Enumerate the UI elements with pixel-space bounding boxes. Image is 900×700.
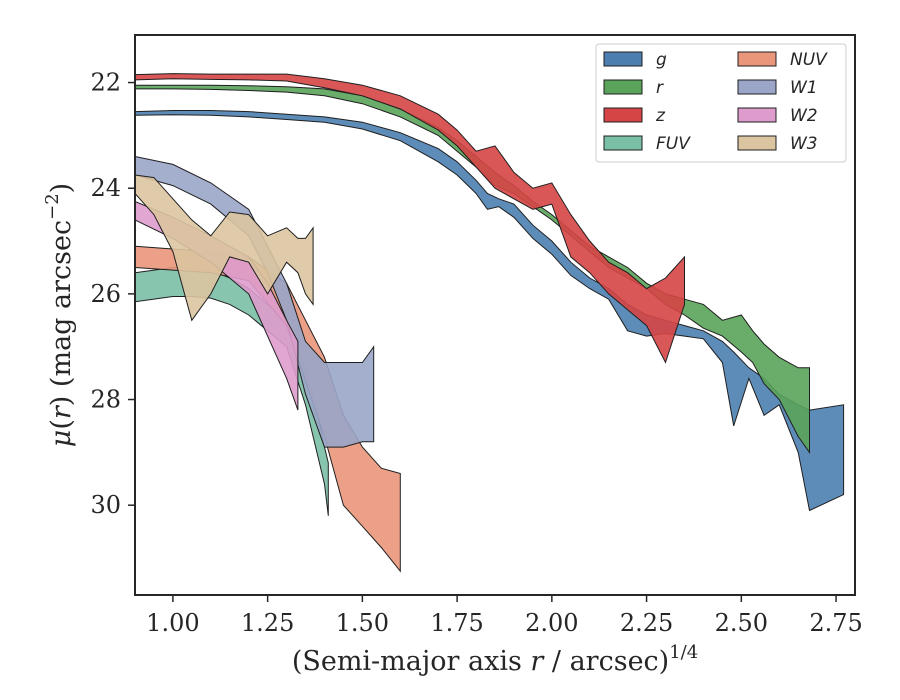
x-tick-label: 2.75 <box>809 609 862 637</box>
legend-swatch-w3 <box>737 135 777 151</box>
x-tick-label: 2.00 <box>525 609 578 637</box>
y-tick-label: 30 <box>90 491 121 519</box>
axes: 1.00 1.25 1.50 1.75 2.00 2.25 2.50 2.75 22 24 26 28… <box>90 34 863 637</box>
x-tick-label: 1.25 <box>241 609 294 637</box>
legend-swatch-z <box>603 107 643 123</box>
plot-frame <box>134 34 856 596</box>
legend-label-w2: W2 <box>790 106 818 126</box>
x-tick-label: 1.75 <box>430 609 483 637</box>
legend-label-w3: W3 <box>790 134 818 154</box>
y-tick-label: 24 <box>90 174 121 202</box>
x-tick-label: 2.25 <box>620 609 673 637</box>
y-tick-label: 22 <box>90 69 121 97</box>
band-g <box>135 110 845 512</box>
legend: grz FUV NUV W1 W2 W3 <box>595 43 847 163</box>
y-tick-label: 26 <box>90 280 121 308</box>
series-bands <box>135 73 845 573</box>
legend-swatch-fuv <box>603 135 643 151</box>
legend-label-fuv: FUV <box>656 134 691 154</box>
legend-swatch-g <box>603 51 643 67</box>
band-w3 <box>135 174 314 322</box>
legend-swatch-w2 <box>737 107 777 123</box>
legend-label-r: r <box>656 78 664 98</box>
legend-label-g: g <box>656 50 667 70</box>
legend-box <box>595 43 847 163</box>
y-tick-label: 28 <box>90 386 121 414</box>
y-axis-label: μ(r) (mag arcsec−2) <box>42 183 77 447</box>
x-tick-label: 1.00 <box>146 609 199 637</box>
x-tick-label: 2.50 <box>715 609 768 637</box>
legend-swatch-r <box>603 79 643 95</box>
legend-label-w1: W1 <box>790 78 818 98</box>
legend-swatch-nuv <box>737 51 777 67</box>
band-fuv <box>135 267 329 516</box>
x-axis-label: (Semi-major axis r / arcsec)1/4 <box>292 642 698 677</box>
band-z <box>135 73 685 364</box>
legend-label-nuv: NUV <box>790 50 828 70</box>
legend-label-z: z <box>655 106 666 126</box>
legend-swatch-w1 <box>737 79 777 95</box>
x-tick-label: 1.50 <box>336 609 389 637</box>
